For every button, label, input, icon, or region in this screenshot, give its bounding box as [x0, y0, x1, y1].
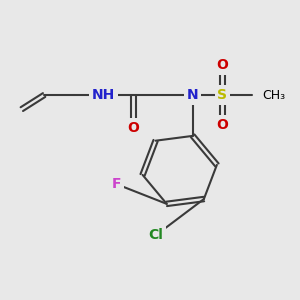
- Text: NH: NH: [92, 88, 115, 102]
- Text: O: O: [217, 58, 228, 72]
- Text: S: S: [218, 88, 227, 102]
- Text: N: N: [187, 88, 199, 102]
- Text: CH₃: CH₃: [262, 88, 286, 101]
- Text: Cl: Cl: [148, 229, 163, 242]
- Text: F: F: [112, 177, 121, 191]
- Text: O: O: [217, 118, 228, 132]
- Text: O: O: [127, 121, 139, 135]
